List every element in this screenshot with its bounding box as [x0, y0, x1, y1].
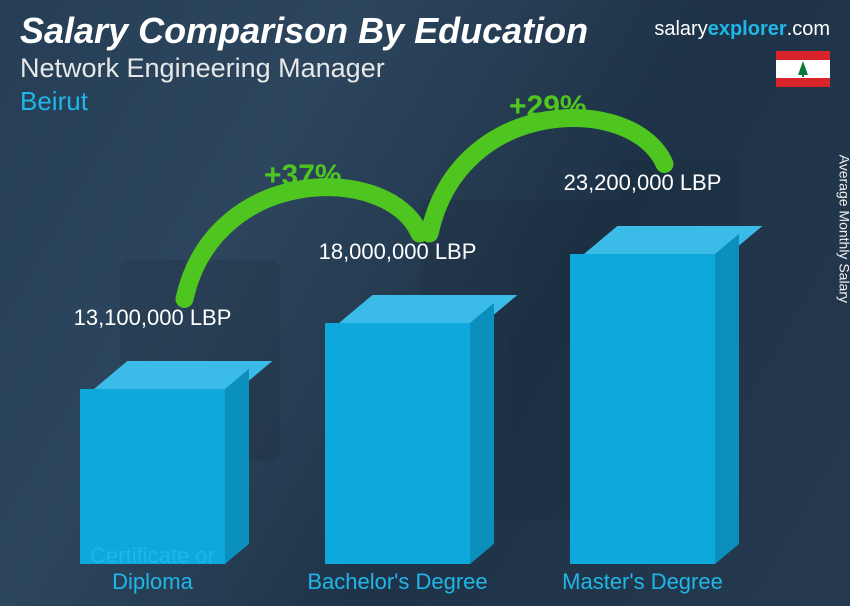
- increase-pct: +29%: [509, 90, 587, 124]
- brand-text: salaryexplorer.com: [654, 18, 830, 41]
- brand-block: salaryexplorer.com: [654, 18, 830, 92]
- bar: 13,100,000 LBPCertificate or Diploma: [80, 361, 225, 536]
- y-axis-label: Average Monthly Salary: [836, 155, 850, 303]
- bar-label: Certificate or Diploma: [53, 543, 253, 594]
- brand-suffix: .com: [787, 18, 830, 40]
- salary-chart: 13,100,000 LBPCertificate or Diploma 18,0…: [40, 130, 790, 536]
- bar: 18,000,000 LBPBachelor's Degree: [325, 295, 470, 536]
- bar: 23,200,000 LBPMaster's Degree: [570, 226, 715, 536]
- bar-label: Master's Degree: [543, 569, 743, 594]
- brand-accent: explorer: [708, 18, 787, 40]
- flag-icon: [776, 51, 830, 87]
- bar-value: 18,000,000 LBP: [319, 239, 477, 265]
- bar-value: 13,100,000 LBP: [74, 305, 232, 331]
- bar-value: 23,200,000 LBP: [564, 170, 722, 196]
- brand-prefix: salary: [654, 18, 707, 40]
- bar-label: Bachelor's Degree: [298, 569, 498, 594]
- increase-pct: +37%: [264, 159, 342, 193]
